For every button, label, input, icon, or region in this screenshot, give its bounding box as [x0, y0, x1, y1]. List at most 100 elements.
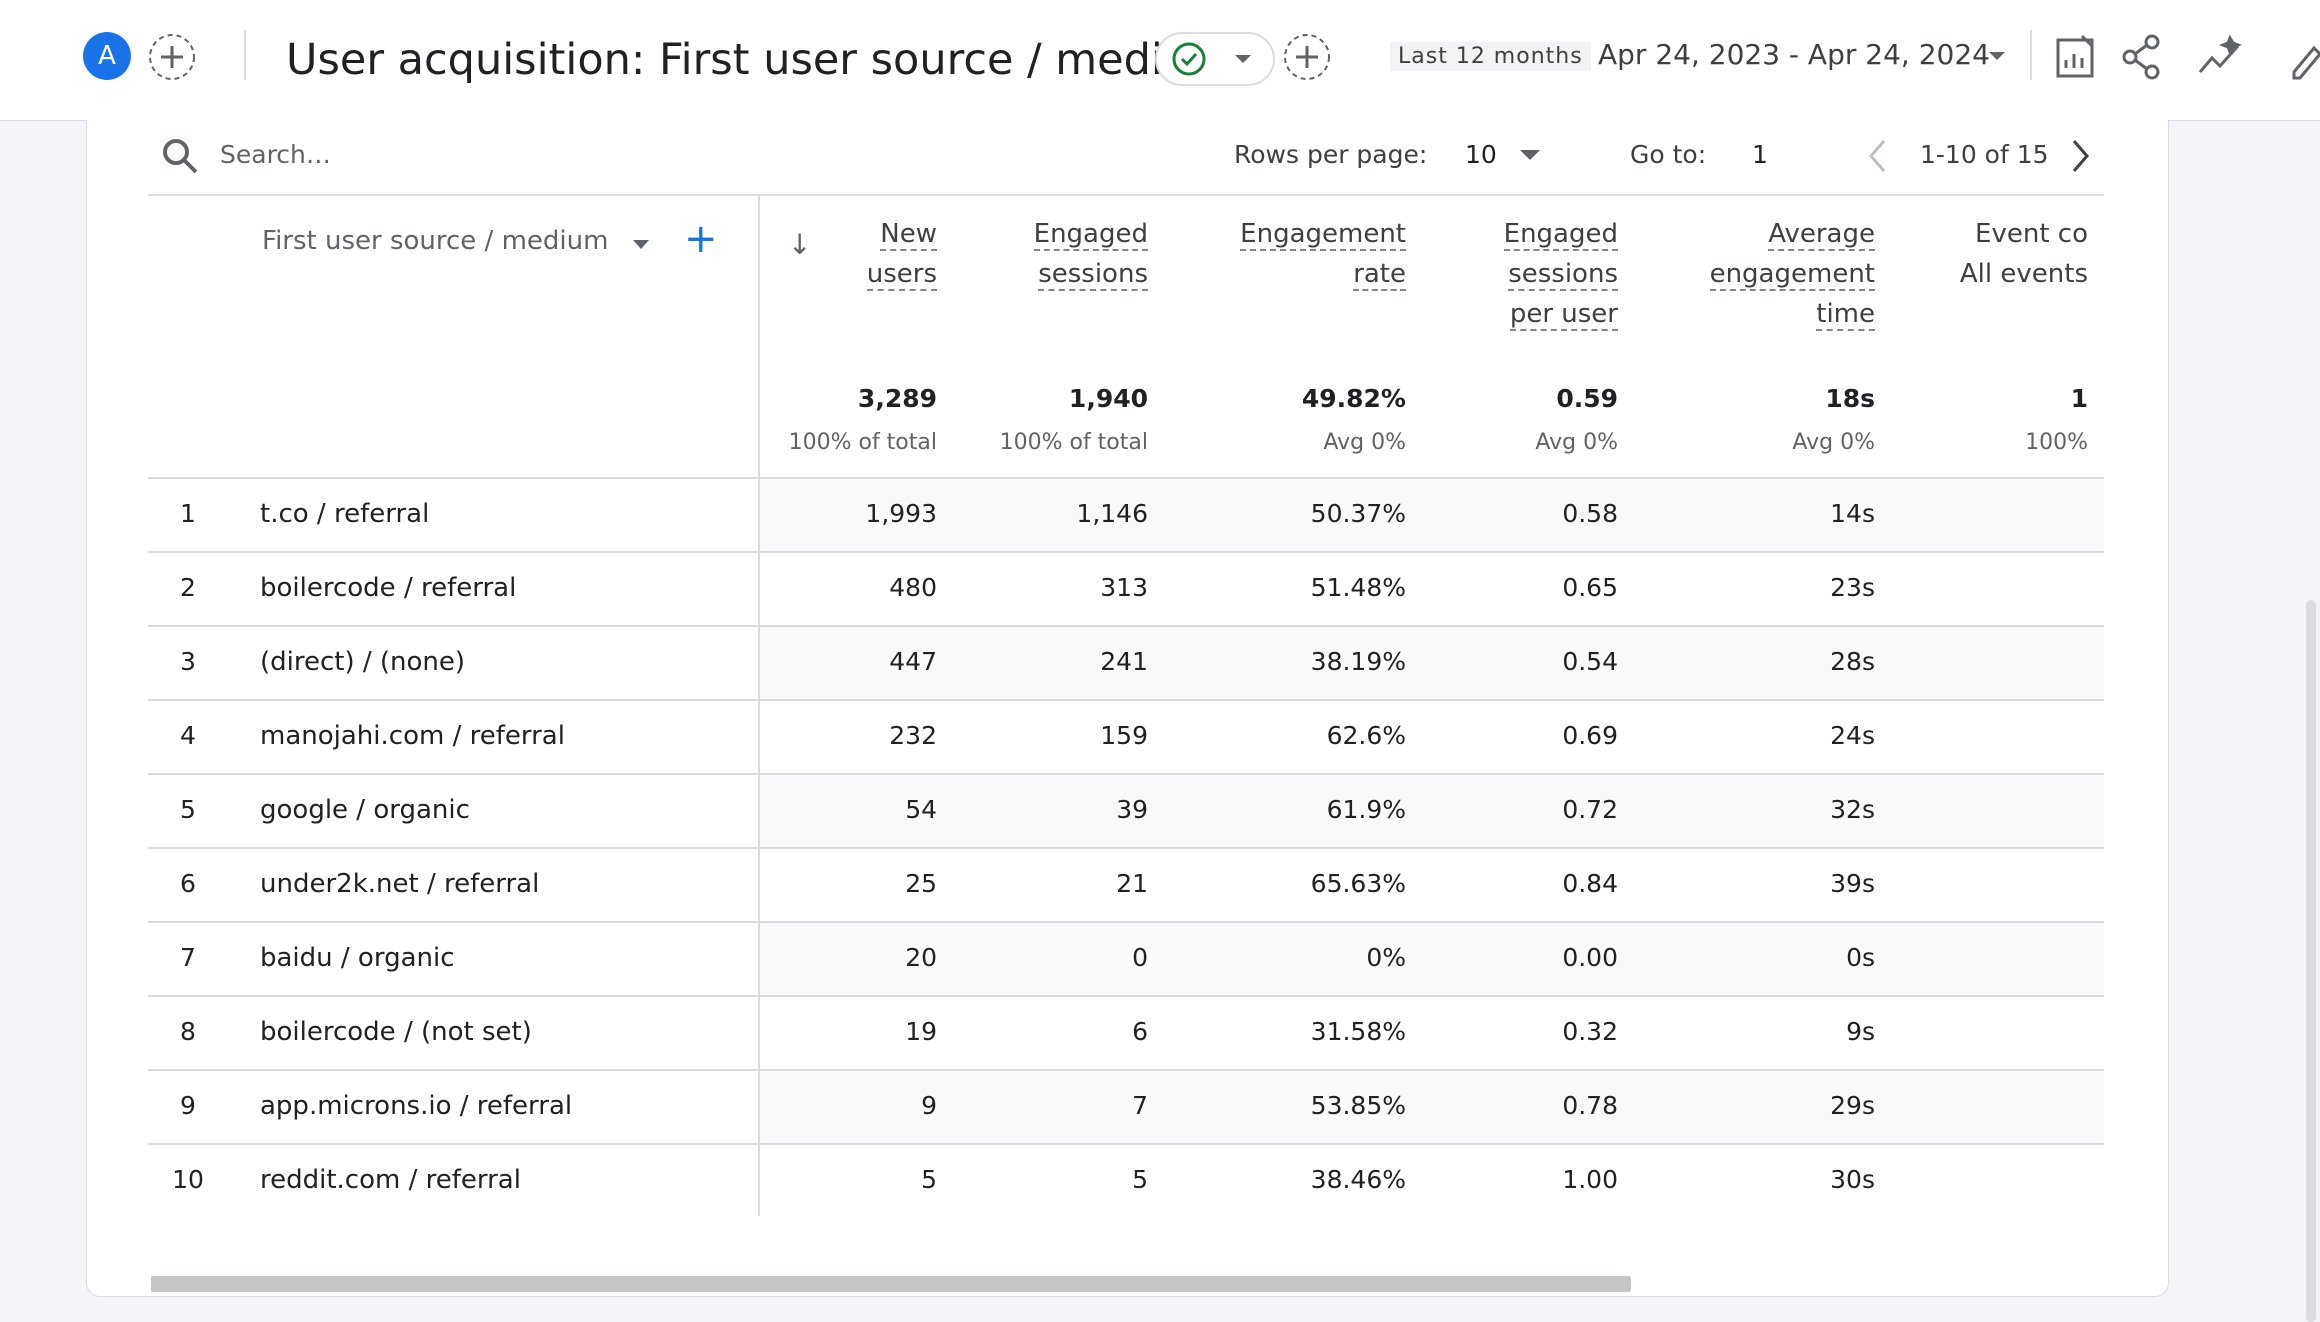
toolbar-icons [2056, 34, 2320, 80]
row-index: 7 [180, 943, 196, 972]
row-rule [148, 847, 2104, 849]
metric-cell: 39s [1830, 869, 1875, 898]
row-dimension: manojahi.com / referral [260, 721, 565, 751]
column-header: users [866, 254, 937, 294]
metric-cell: 54 [905, 795, 937, 824]
metric-cell: 159 [1100, 721, 1148, 750]
row-index: 3 [180, 647, 196, 676]
column-header: Average [1768, 214, 1875, 254]
column-header: per user [1509, 294, 1618, 334]
row-rule [148, 1069, 2104, 1071]
customize-report[interactable] [2056, 34, 2094, 78]
go-to-page[interactable]: 1 [1752, 140, 1768, 169]
rows-per-page[interactable]: 10 [1465, 140, 1497, 169]
metric-cell: 6 [1132, 1017, 1148, 1046]
horizontal-scrollbar[interactable] [151, 1276, 1631, 1292]
metric-cell: 19 [905, 1017, 937, 1046]
header-text[interactable]: Engaged [1503, 219, 1618, 251]
report-title: User acquisition: First user source / me… [286, 35, 1232, 85]
metric-cell: 0s [1846, 943, 1875, 972]
row-shade [760, 775, 2104, 847]
dimension-header: First user source / medium [262, 226, 609, 256]
row-index: 9 [180, 1091, 196, 1120]
metric-cell: 0.72 [1562, 795, 1618, 824]
date-dropdown[interactable] [1985, 48, 2009, 64]
metric-cell: 62.6% [1326, 721, 1406, 750]
column-header: sessions [1038, 254, 1148, 294]
header-text[interactable]: engagement [1709, 259, 1875, 291]
header-text[interactable]: rate [1353, 259, 1406, 291]
page-scrollbar[interactable] [2306, 600, 2316, 1322]
add-comparison[interactable] [147, 32, 197, 82]
metric-cell: 313 [1100, 573, 1148, 602]
header-text[interactable]: Event co [1975, 219, 2088, 249]
add-dimension[interactable]: + [684, 216, 718, 262]
avatar[interactable]: A [83, 32, 131, 80]
header-rule [148, 194, 2104, 196]
row-shade [760, 923, 2104, 995]
row-dimension: boilercode / (not set) [260, 1017, 532, 1047]
header-text[interactable]: All events [1959, 259, 2088, 289]
header-text[interactable]: Engagement [1240, 219, 1406, 251]
header-text[interactable]: Engaged [1033, 219, 1148, 251]
add-button[interactable] [1282, 32, 1332, 82]
total-note: 100% [2025, 430, 2088, 455]
column-total: 0.59 [1556, 384, 1618, 413]
status-menu[interactable] [1155, 32, 1275, 86]
column-total: 3,289 [857, 384, 937, 413]
metric-cell: 1.00 [1562, 1165, 1618, 1194]
total-note: 100% of total [999, 430, 1148, 455]
metric-cell: 0.00 [1562, 943, 1618, 972]
column-total: 18s [1825, 384, 1875, 413]
dimension-dropdown[interactable] [633, 240, 649, 249]
header-text[interactable]: sessions [1038, 259, 1148, 291]
metric-cell: 38.19% [1310, 647, 1406, 676]
metric-cell: 0.65 [1562, 573, 1618, 602]
header-text[interactable]: New [880, 219, 937, 251]
rows-dropdown[interactable] [1518, 148, 1542, 164]
header-text[interactable]: time [1816, 299, 1875, 331]
header-text[interactable]: users [866, 259, 937, 291]
prev-page[interactable] [1866, 138, 1888, 174]
metric-cell: 9s [1846, 1017, 1875, 1046]
total-note: 100% of total [788, 430, 937, 455]
metric-cell: 30s [1830, 1165, 1875, 1194]
column-header: Event co [1975, 214, 2088, 254]
row-rule [148, 1143, 2104, 1145]
divider [244, 30, 246, 80]
row-index: 5 [180, 795, 196, 824]
row-index: 8 [180, 1017, 196, 1046]
metric-cell: 5 [1132, 1165, 1148, 1194]
total-note: Avg 0% [1535, 430, 1618, 455]
metric-cell: 1,993 [865, 499, 937, 528]
top-bar: A User acquisition: First user source / … [0, 0, 2320, 121]
column-header: rate [1353, 254, 1406, 294]
metric-cell: 0.58 [1562, 499, 1618, 528]
date-range[interactable]: Apr 24, 2023 - Apr 24, 2024 [1598, 38, 1990, 71]
metric-cell: 29s [1830, 1091, 1875, 1120]
metric-cell: 31.58% [1310, 1017, 1406, 1046]
share[interactable] [2122, 34, 2160, 80]
search-input[interactable]: Search… [220, 140, 331, 169]
next-page[interactable] [2070, 138, 2092, 174]
header-text[interactable]: sessions [1508, 259, 1618, 291]
insights[interactable] [2198, 34, 2243, 73]
header-text[interactable]: per user [1509, 299, 1618, 331]
metric-cell: 23s [1830, 573, 1875, 602]
metric-cell: 50.37% [1310, 499, 1406, 528]
metric-cell: 7 [1132, 1091, 1148, 1120]
row-index: 4 [180, 721, 196, 750]
metric-cell: 28s [1830, 647, 1875, 676]
header-text[interactable]: Average [1768, 219, 1875, 251]
metric-cell: 241 [1100, 647, 1148, 676]
row-dimension: google / organic [260, 795, 470, 825]
metric-cell: 39 [1116, 795, 1148, 824]
row-dimension: reddit.com / referral [260, 1165, 521, 1195]
row-dimension: baidu / organic [260, 943, 455, 973]
edit[interactable] [2292, 45, 2320, 80]
row-dimension: (direct) / (none) [260, 647, 466, 677]
metric-cell: 38.46% [1310, 1165, 1406, 1194]
column-divider [758, 194, 760, 1216]
total-note: Avg 0% [1323, 430, 1406, 455]
divider [2030, 30, 2032, 80]
